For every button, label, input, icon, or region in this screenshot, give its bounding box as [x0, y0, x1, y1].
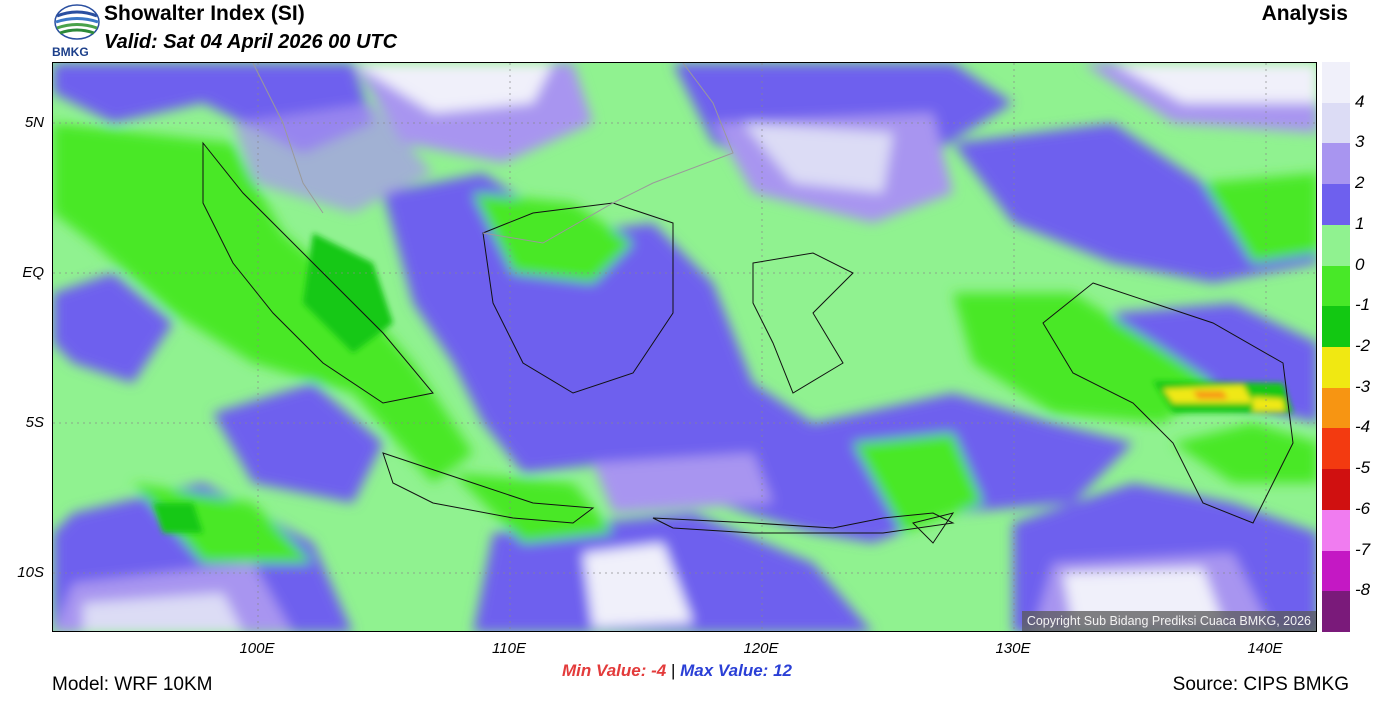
colorbar-segment: [1322, 428, 1350, 470]
colorbar-segment: [1322, 265, 1350, 307]
valid-time: Valid: Sat 04 April 2026 00 UTC: [104, 31, 398, 53]
source-label: Source: CIPS BMKG: [1172, 674, 1349, 695]
colorbar-segment: [1322, 469, 1350, 511]
colorbar-label: -5: [1355, 458, 1371, 478]
min-value: -4: [651, 661, 667, 680]
lat-label: EQ: [22, 264, 44, 281]
colorbar-segment: [1322, 347, 1350, 389]
colorbar-segment: [1322, 224, 1350, 267]
colorbar-label: -8: [1355, 580, 1371, 600]
logo-text: BMKG: [52, 45, 89, 59]
colorbar-label: 1: [1355, 213, 1365, 233]
colorbar-segment: [1322, 591, 1350, 633]
colorbar-label: -2: [1355, 336, 1371, 355]
model-label: Model: WRF 10KM: [52, 674, 213, 695]
colorbar-segment: [1322, 184, 1350, 226]
colorbar-segment: [1322, 306, 1350, 348]
min-max-readout: Min Value: -4 | Max Value: 12: [562, 661, 792, 681]
lon-label: 140E: [1247, 640, 1283, 657]
bmkg-logo: [52, 2, 102, 58]
colorbar-segment: [1322, 387, 1350, 429]
colorbar-label: 2: [1355, 173, 1365, 193]
colorbar-label: -7: [1355, 539, 1371, 559]
colorbar-label: -6: [1355, 498, 1371, 518]
colorbar-label: 3: [1355, 132, 1365, 152]
lon-label: 110E: [492, 640, 526, 657]
colorbar-segment: [1322, 509, 1350, 552]
lat-label: 5N: [24, 114, 44, 131]
colorbar-label: -3: [1355, 376, 1371, 396]
colorbar-segment: [1322, 143, 1350, 185]
lon-label: 100E: [239, 640, 275, 657]
map-panel: [52, 62, 1317, 632]
colorbar: [1322, 62, 1350, 633]
map-title: Showalter Index (SI): [104, 2, 305, 25]
colorbar-segment: [1322, 62, 1350, 104]
lat-label: 5S: [25, 414, 44, 431]
colorbar-segment: [1322, 102, 1350, 144]
colorbar-label: -4: [1355, 417, 1371, 437]
min-label: Min Value:: [562, 661, 647, 680]
colorbar-segment: [1322, 550, 1350, 592]
lat-label: 10S: [17, 564, 44, 581]
separator: |: [670, 661, 676, 680]
lon-label: 130E: [995, 640, 1031, 657]
lon-label: 120E: [743, 640, 779, 657]
mode-label: Analysis: [1261, 2, 1348, 25]
copyright-notice: Copyright Sub Bidang Prediksi Cuaca BMKG…: [1021, 611, 1316, 631]
showalter-field-map: [53, 63, 1316, 631]
colorbar-label: -1: [1355, 295, 1371, 315]
max-value: 12: [773, 661, 792, 680]
colorbar-label: 4: [1355, 91, 1365, 111]
colorbar-label: 0: [1355, 254, 1365, 274]
max-label: Max Value:: [680, 661, 769, 680]
